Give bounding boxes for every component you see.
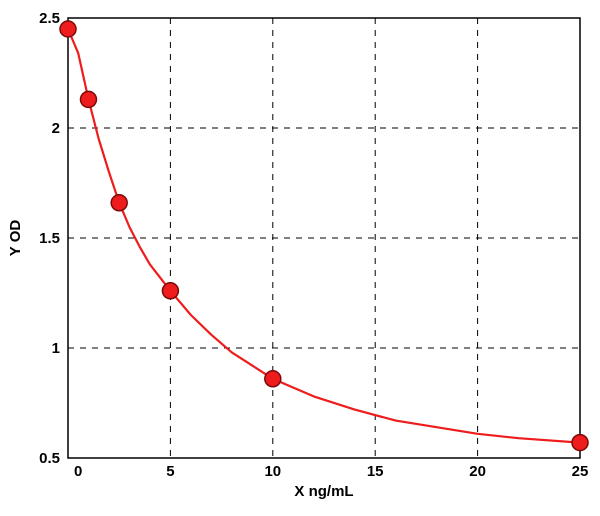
chart-svg: 0 5 10 15 20 25 0.5 1 1.5 2 2.5 X ng/mL Y OD: [0, 0, 600, 516]
x-axis-title: X ng/mL: [294, 483, 353, 500]
y-tick-label: 1.5: [39, 230, 60, 247]
data-marker: [162, 283, 178, 299]
data-marker: [80, 91, 96, 107]
y-axis-title: Y OD: [7, 220, 24, 257]
x-tick-label: 10: [264, 463, 281, 480]
data-marker: [60, 21, 76, 37]
chart-background: [0, 0, 600, 516]
x-tick-label: 15: [367, 463, 384, 480]
y-tick-label: 2: [52, 120, 60, 137]
chart-container: 0 5 10 15 20 25 0.5 1 1.5 2 2.5 X ng/mL Y OD: [0, 0, 600, 516]
x-tick-label: 20: [469, 463, 486, 480]
y-tick-label: 2.5: [39, 10, 60, 27]
data-marker: [265, 371, 281, 387]
data-marker: [111, 195, 127, 211]
x-tick-label: 5: [166, 463, 174, 480]
y-tick-label: 0.5: [39, 450, 60, 467]
data-marker: [572, 435, 588, 451]
x-tick-label: 25: [572, 463, 589, 480]
y-tick-label: 1: [52, 340, 60, 357]
x-tick-label: 0: [74, 463, 82, 480]
